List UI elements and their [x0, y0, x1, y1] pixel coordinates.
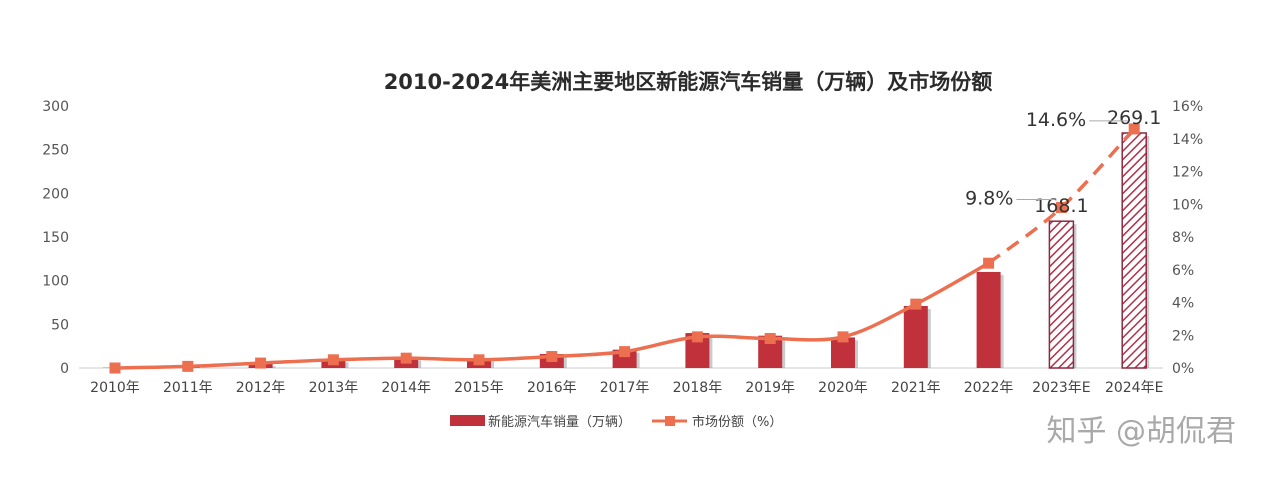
- bar: [903, 305, 928, 368]
- bar-value-label: 168.1: [1034, 195, 1088, 217]
- left-y-tick-label: 50: [51, 317, 69, 333]
- x-tick-label: 2014年: [381, 380, 431, 396]
- line-value-label: 14.6%: [1026, 109, 1086, 131]
- x-tick-label: 2013年: [309, 380, 359, 396]
- x-tick-label: 2020年: [818, 380, 868, 396]
- x-tick-label: 2023年E: [1032, 380, 1090, 396]
- legend-swatch-bar: [450, 415, 485, 426]
- left-y-tick-label: 250: [42, 143, 69, 159]
- line-marker: [182, 360, 194, 372]
- line-marker: [619, 346, 631, 358]
- left-y-axis: 0 50 100 150 200 250 300: [42, 99, 69, 377]
- line-marker: [327, 354, 339, 366]
- bar-series: [103, 132, 1150, 369]
- line-marker: [400, 352, 412, 364]
- right-y-tick-label: 10%: [1172, 197, 1203, 213]
- legend-swatch-marker: [665, 416, 675, 426]
- legend: 新能源汽车销量（万辆） 市场份额（%）: [450, 414, 782, 430]
- right-y-tick-label: 14%: [1172, 132, 1203, 148]
- legend-label-bar: 新能源汽车销量（万辆）: [488, 414, 631, 430]
- x-tick-label: 2012年: [236, 380, 286, 396]
- x-tick-label: 2011年: [163, 380, 213, 396]
- right-y-tick-label: 6%: [1172, 263, 1194, 279]
- line-marker: [1128, 123, 1140, 135]
- data-labels: 168.1 269.1 9.8% 14.6%: [965, 107, 1161, 217]
- right-y-axis: 0% 2% 4% 6% 8% 10% 12% 14% 16%: [1172, 99, 1203, 377]
- bar-value-label: 269.1: [1107, 107, 1161, 129]
- x-tick-label: 2016年: [527, 380, 577, 396]
- x-tick-label: 2024年E: [1105, 380, 1163, 396]
- right-y-tick-label: 8%: [1172, 230, 1194, 246]
- bar: [612, 349, 637, 368]
- left-y-tick-label: 100: [42, 274, 69, 290]
- chart-title: 2010-2024年美洲主要地区新能源汽车销量（万辆）及市场份额: [384, 70, 993, 94]
- x-tick-label: 2010年: [90, 380, 140, 396]
- left-y-tick-label: 300: [42, 99, 69, 115]
- watermark: 知乎 @胡侃君: [1046, 414, 1236, 449]
- line-marker: [1055, 202, 1067, 214]
- bar: [976, 271, 1001, 368]
- x-tick-label: 2021年: [891, 380, 941, 396]
- line-marker: [546, 351, 558, 363]
- line-marker: [764, 333, 776, 345]
- line-value-label: 9.8%: [965, 188, 1013, 210]
- x-tick-label: 2019年: [745, 380, 795, 396]
- x-tick-label: 2017年: [600, 380, 650, 396]
- line-marker: [691, 331, 703, 343]
- x-axis: 2010年 2011年 2012年 2013年 2014年 2015年 2016年 2017年…: [90, 380, 1163, 396]
- x-tick-label: 2015年: [454, 380, 504, 396]
- left-y-tick-label: 150: [42, 230, 69, 246]
- line-marker: [983, 257, 995, 269]
- bar: [831, 337, 855, 368]
- line-series: [109, 123, 1140, 374]
- line-marker: [910, 298, 922, 310]
- x-tick-label: 2018年: [673, 380, 723, 396]
- line-marker: [109, 362, 121, 374]
- right-y-tick-label: 16%: [1172, 99, 1203, 115]
- legend-label-line: 市场份额（%）: [692, 414, 782, 430]
- right-y-tick-label: 12%: [1172, 165, 1203, 181]
- left-y-tick-label: 0: [60, 361, 69, 377]
- right-y-tick-label: 0%: [1172, 361, 1194, 377]
- bar: [1121, 132, 1147, 369]
- x-tick-label: 2022年: [964, 380, 1014, 396]
- line-marker: [473, 354, 485, 366]
- right-y-tick-label: 4%: [1172, 296, 1194, 312]
- right-y-tick-label: 2%: [1172, 328, 1194, 344]
- line-marker: [255, 357, 267, 369]
- line-marker: [837, 331, 849, 343]
- bar: [1048, 220, 1075, 369]
- left-y-tick-label: 200: [42, 186, 69, 202]
